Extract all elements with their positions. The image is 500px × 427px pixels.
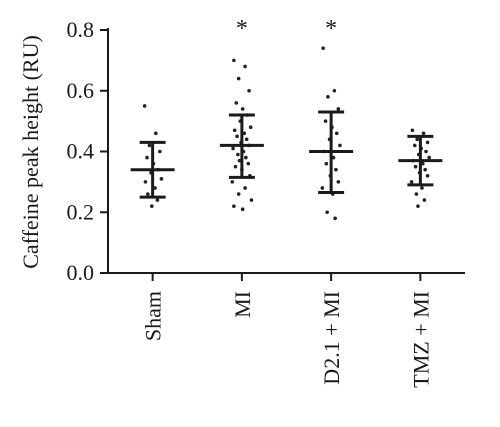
y-axis-label: Caffeine peak height (RU) [18,35,43,269]
data-point [246,161,251,166]
data-point [150,204,154,208]
data-point [240,207,245,212]
data-point [325,210,329,215]
group-2: * [309,16,354,221]
data-point [427,155,431,160]
data-point [323,119,328,123]
group-0 [130,104,175,208]
data-point [147,143,152,148]
data-point [240,107,245,111]
data-point [412,143,417,148]
data-point [232,204,236,208]
data-point [425,174,430,178]
data-point [334,131,339,136]
data-point [420,186,424,190]
data-point [421,131,426,136]
data-point [155,198,160,202]
y-tick-label: 0.2 [67,199,95,224]
data-point [243,186,247,190]
category-label: MI [230,291,255,318]
data-point [159,177,164,181]
data-point [154,131,158,136]
data-point [232,58,236,63]
data-point [158,149,162,154]
data-point [233,164,238,169]
data-point [425,140,430,145]
data-point [338,143,342,148]
data-point [321,46,325,51]
data-point [423,167,427,172]
data-point [336,107,341,111]
data-point [236,76,241,81]
data-point [326,95,330,99]
data-point [231,146,235,151]
data-point [146,192,150,196]
data-point [145,155,149,160]
data-point [415,137,419,142]
data-point [334,167,338,172]
group-3 [398,128,443,208]
data-point [414,192,419,196]
data-point [236,152,240,157]
data-point [424,149,428,154]
data-point [235,134,239,139]
data-point [413,164,418,169]
data-point [234,101,239,105]
category-label: Sham [141,291,166,341]
y-tick-label: 0.6 [67,78,95,103]
category-label: D2.1 + MI [319,291,344,385]
data-point [410,128,415,133]
y-axis: 0.0 0.2 0.4 0.6 0.8 [67,17,109,285]
data-point [243,64,247,69]
y-tick-label: 0.0 [67,260,95,285]
significance-marker: * [325,16,337,42]
data-point [332,88,337,93]
data-point [324,161,329,166]
group-1: * [219,16,264,212]
data-point [244,137,249,142]
y-tick-label: 0.4 [67,139,95,164]
significance-marker: * [236,16,248,42]
data-point [230,180,235,184]
data-point [249,198,254,202]
data-point [416,204,420,208]
category-label: TMZ + MI [408,291,433,388]
data-point [236,192,241,196]
x-axis: Sham MI D2.1 + MI TMZ + MI [108,272,465,388]
data-point [320,186,325,190]
data-point [142,104,147,108]
data-point [143,180,148,184]
data-point [422,198,427,202]
data-point [409,180,414,184]
data-point [244,155,248,160]
data-point [333,216,337,221]
data-point [232,128,237,133]
data-groups: * * [130,16,443,221]
data-point [336,180,341,184]
data-point [247,88,251,93]
y-tick-label: 0.8 [67,17,95,42]
data-point [248,125,253,129]
